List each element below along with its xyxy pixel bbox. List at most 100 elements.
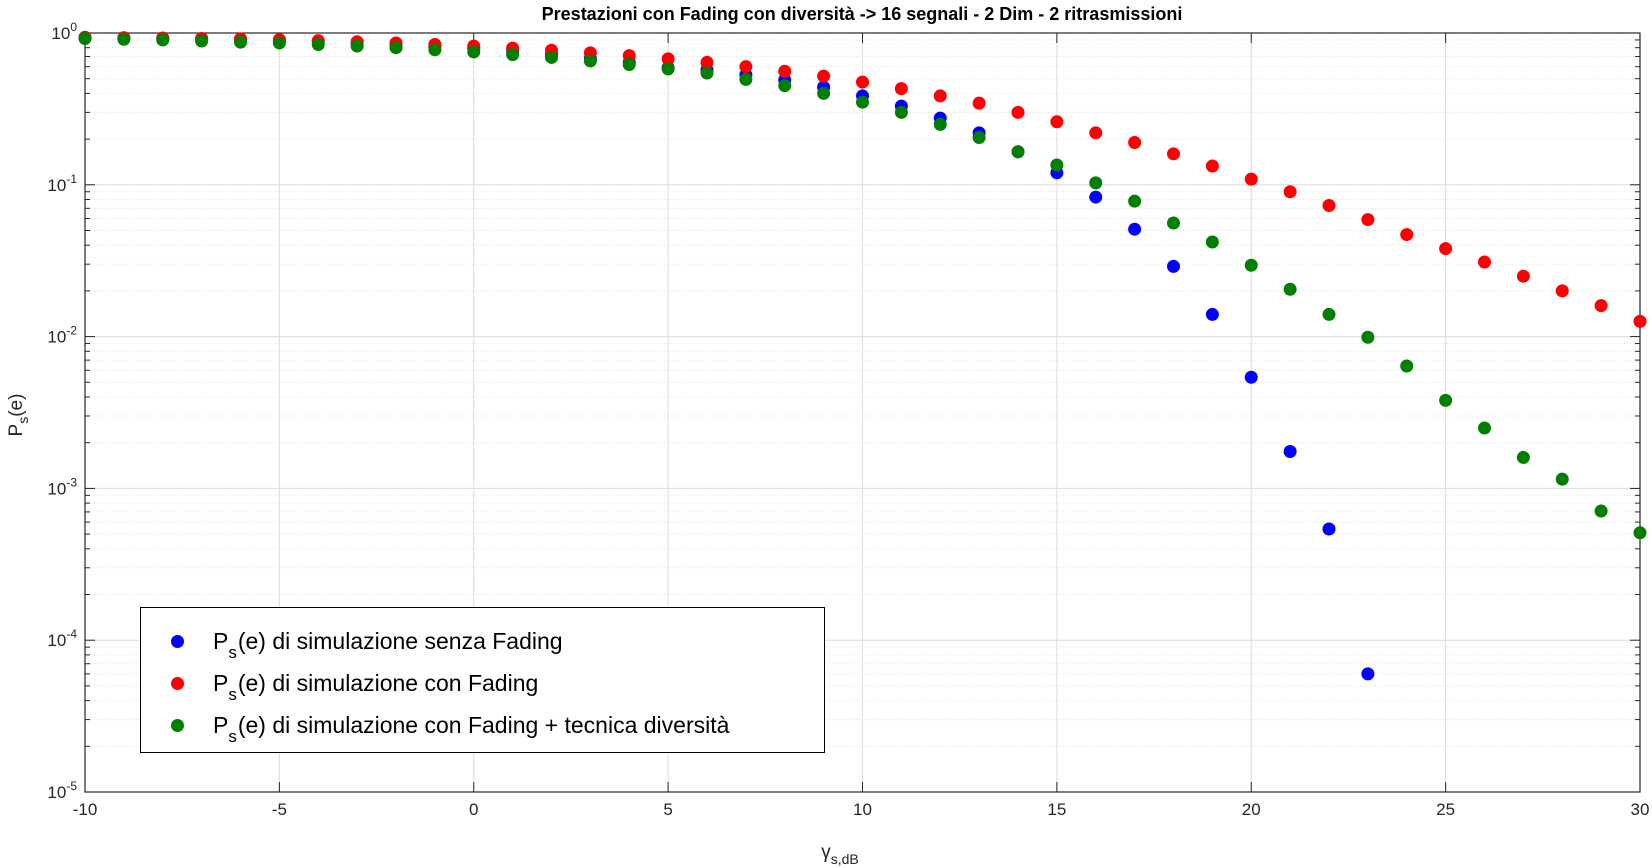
data-point <box>1361 213 1375 227</box>
data-point <box>778 64 792 78</box>
data-point <box>1283 185 1297 199</box>
data-point <box>311 37 325 51</box>
y-tick-label: 10-1 <box>47 172 77 195</box>
y-tick-label-base: 10 <box>47 328 66 347</box>
data-point <box>1089 126 1103 140</box>
legend-label-p: P <box>213 669 229 696</box>
data-point <box>1128 222 1142 236</box>
y-tick-label-exp: -3 <box>66 475 77 489</box>
legend-marker-red <box>171 677 184 690</box>
legend-marker-blue <box>171 635 184 648</box>
y-tick-label-exp: -4 <box>66 627 77 641</box>
data-point <box>350 39 364 53</box>
x-tick-labels: -10 -5 0 5 10 15 20 25 30 <box>73 800 1650 819</box>
y-tick-label-exp: -1 <box>66 172 77 186</box>
legend-label: Ps(e) di simulazione con Fading + tecnic… <box>213 711 730 746</box>
y-axis-label-sub: s <box>15 417 31 424</box>
data-point <box>972 130 986 144</box>
x-tick-label: 30 <box>1631 800 1650 819</box>
y-tick-label: 10-4 <box>47 627 77 650</box>
data-point <box>1478 421 1491 435</box>
legend-marker-green <box>171 719 184 732</box>
data-point <box>1594 299 1608 313</box>
y-tick-label-exp: 0 <box>70 20 77 34</box>
y-tick-label-base: 10 <box>47 479 66 498</box>
data-point <box>1244 258 1258 272</box>
legend-label-series: di simulazione con Fading + tecnica dive… <box>272 711 730 738</box>
data-point <box>817 69 831 83</box>
data-point <box>1322 307 1336 321</box>
legend-label-sub: s <box>228 642 237 662</box>
legend-label-series: di simulazione con Fading <box>272 669 539 696</box>
data-point <box>583 54 597 68</box>
y-axis-label-rest: (e) <box>6 394 27 417</box>
data-point <box>700 55 714 69</box>
data-point <box>700 66 714 80</box>
legend-label-sub: s <box>228 684 237 704</box>
data-point <box>1478 255 1491 269</box>
data-points <box>78 30 1647 681</box>
data-point <box>1516 450 1530 464</box>
data-point <box>972 96 986 110</box>
x-axis-label: γs,dB <box>821 842 859 867</box>
chart-title: Prestazioni con Fading con diversità -> … <box>542 4 1183 24</box>
data-point <box>739 60 753 74</box>
data-point <box>1167 216 1180 230</box>
y-tick-label: 100 <box>51 20 77 43</box>
data-point <box>1128 135 1142 149</box>
x-axis-label-main: γ <box>821 842 831 863</box>
y-tick-label: 10-2 <box>47 324 77 347</box>
data-point <box>1205 159 1219 173</box>
legend-label-series: di simulazione senza Fading <box>272 627 563 654</box>
legend-label-p: P <box>213 711 229 738</box>
data-point <box>1128 194 1142 208</box>
data-point <box>1011 105 1025 119</box>
y-tick-label-base: 10 <box>47 176 66 195</box>
data-point <box>661 62 675 76</box>
data-point <box>1322 522 1336 536</box>
legend: Ps(e) di simulazione senza Fading Ps(e) … <box>140 607 825 753</box>
data-point <box>1283 445 1297 459</box>
data-point <box>1089 190 1103 204</box>
data-point <box>1633 314 1647 328</box>
data-point <box>78 31 92 45</box>
data-point <box>933 89 947 103</box>
y-tick-label: 10-5 <box>47 779 77 802</box>
data-point <box>428 43 442 57</box>
data-point <box>933 117 947 131</box>
y-tick-label-base: 10 <box>47 631 66 650</box>
x-tick-label: 25 <box>1436 800 1455 819</box>
x-tick-label: 10 <box>853 800 872 819</box>
data-point <box>856 95 869 109</box>
y-tick-label-base: 10 <box>51 24 70 43</box>
legend-label-p: P <box>213 627 229 654</box>
data-point <box>1011 145 1025 159</box>
data-point <box>1361 330 1375 344</box>
legend-label-e: (e) <box>237 627 266 654</box>
x-tick-label: 0 <box>469 800 478 819</box>
data-point <box>1205 235 1219 249</box>
data-point <box>1400 228 1414 242</box>
data-point <box>894 82 908 96</box>
y-tick-label-base: 10 <box>47 783 66 802</box>
data-point <box>467 45 481 59</box>
data-point <box>622 58 636 72</box>
data-point <box>1322 199 1336 213</box>
x-tick-label: -5 <box>272 800 287 819</box>
legend-label-e: (e) <box>237 669 266 696</box>
data-point <box>1050 115 1064 129</box>
data-point <box>1244 172 1258 186</box>
data-point <box>622 49 636 63</box>
data-point <box>1439 242 1453 256</box>
y-tick-label: 10-3 <box>47 475 77 498</box>
data-point <box>1205 307 1219 321</box>
data-point <box>1400 359 1414 373</box>
y-tick-label-exp: -5 <box>66 779 77 793</box>
y-tick-label-exp: -2 <box>66 324 77 338</box>
data-point <box>234 35 247 49</box>
data-point <box>1555 472 1569 486</box>
data-point <box>1244 370 1258 384</box>
data-point <box>1283 282 1297 296</box>
data-point <box>1361 667 1375 681</box>
